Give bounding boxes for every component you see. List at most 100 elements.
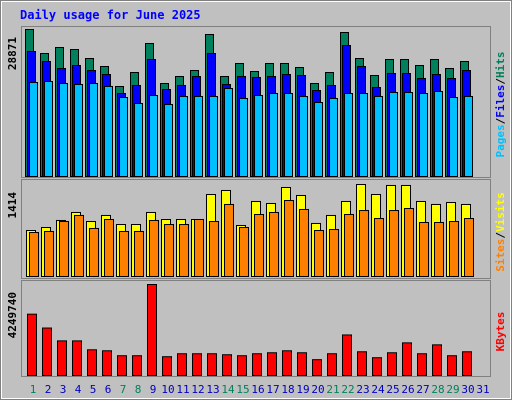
- bar: [314, 101, 323, 177]
- bar: [209, 96, 218, 177]
- bar: [447, 355, 457, 376]
- bar: [434, 91, 443, 177]
- bar: [282, 350, 292, 376]
- bar: [344, 93, 353, 177]
- bar: [72, 340, 82, 377]
- bar: [194, 219, 204, 277]
- bar: [117, 355, 127, 376]
- bar: [284, 200, 294, 277]
- bar: [209, 221, 219, 277]
- bar: [102, 350, 112, 376]
- x-tick-label: 8: [135, 383, 142, 396]
- x-tick-label: 26: [401, 383, 414, 396]
- bar: [179, 96, 188, 177]
- x-tick-label: 9: [150, 383, 157, 396]
- bar: [224, 203, 234, 277]
- bar: [389, 210, 399, 278]
- legend-entry: Sites: [494, 239, 507, 272]
- bar: [254, 213, 264, 277]
- bar: [29, 81, 38, 177]
- x-tick-label: 25: [386, 383, 399, 396]
- bar: [74, 83, 83, 177]
- bar: [419, 93, 428, 177]
- x-tick-label: 1: [30, 383, 37, 396]
- legend-separator: /: [494, 117, 507, 124]
- x-tick-label: 10: [161, 383, 174, 396]
- bar: [149, 95, 158, 177]
- x-tick-label: 22: [341, 383, 354, 396]
- x-tick-label: 14: [221, 383, 235, 396]
- bar: [374, 218, 384, 277]
- bar: [329, 229, 339, 278]
- legend-separator: /: [494, 78, 507, 85]
- bar: [104, 219, 114, 277]
- bar: [119, 230, 129, 277]
- bar: [254, 95, 263, 177]
- legend-entry: Hits: [494, 52, 507, 79]
- bar: [359, 93, 368, 177]
- bar: [162, 356, 172, 376]
- bar: [314, 230, 324, 277]
- bar: [267, 352, 277, 376]
- bar: [134, 230, 144, 277]
- x-tick-label: 17: [266, 383, 279, 396]
- bar: [132, 355, 142, 376]
- x-tick-label: 28: [431, 383, 444, 396]
- bar: [89, 227, 99, 278]
- x-tick-label: 21: [326, 383, 339, 396]
- bar: [87, 349, 97, 376]
- legend: Sites/Visits: [494, 192, 507, 272]
- legend-entry: Visits: [494, 192, 507, 232]
- bar: [134, 103, 143, 177]
- x-tick-label: 11: [176, 383, 189, 396]
- bar: [224, 88, 233, 177]
- bar: [434, 221, 444, 278]
- x-tick-label: 16: [251, 383, 264, 396]
- x-tick-label: 18: [281, 383, 294, 396]
- bar: [44, 230, 54, 277]
- legend-entry: Pages: [494, 124, 507, 157]
- bar: [74, 214, 84, 277]
- bar: [417, 353, 427, 376]
- x-tick-label: 12: [191, 383, 204, 396]
- x-tick-label: 4: [75, 383, 82, 396]
- bar: [387, 352, 397, 376]
- bar: [252, 353, 262, 376]
- bar: [207, 353, 217, 376]
- bar: [192, 353, 202, 376]
- bar: [269, 93, 278, 177]
- bar: [59, 83, 68, 177]
- x-tick-label: 31: [476, 383, 489, 396]
- bar: [59, 221, 69, 277]
- bar: [327, 353, 337, 376]
- x-tick-label: 27: [416, 383, 429, 396]
- bar: [239, 227, 249, 277]
- x-tick-label: 24: [371, 383, 385, 396]
- bar: [149, 219, 159, 277]
- x-tick-label: 7: [120, 383, 127, 396]
- x-tick-label: 3: [60, 383, 67, 396]
- bar: [374, 96, 383, 177]
- bar: [194, 96, 203, 177]
- bar: [147, 284, 157, 376]
- bar: [357, 351, 367, 376]
- bar: [177, 353, 187, 376]
- x-tick-label: 5: [90, 383, 97, 396]
- bar: [104, 86, 113, 177]
- x-tick-label: 19: [296, 383, 309, 396]
- x-tick-label: 6: [105, 383, 112, 396]
- x-tick-label: 15: [236, 383, 249, 396]
- bar: [27, 313, 37, 376]
- bar: [239, 98, 248, 177]
- bar: [464, 96, 473, 177]
- bar: [449, 221, 459, 277]
- x-tick-label: 29: [446, 383, 459, 396]
- legend-entry: KBytes: [494, 312, 507, 352]
- bar: [164, 103, 173, 177]
- legend: KBytes: [494, 312, 507, 352]
- bar: [404, 91, 413, 177]
- bar: [222, 354, 232, 376]
- y-tick-label: 1414: [6, 192, 19, 219]
- bar: [312, 359, 322, 377]
